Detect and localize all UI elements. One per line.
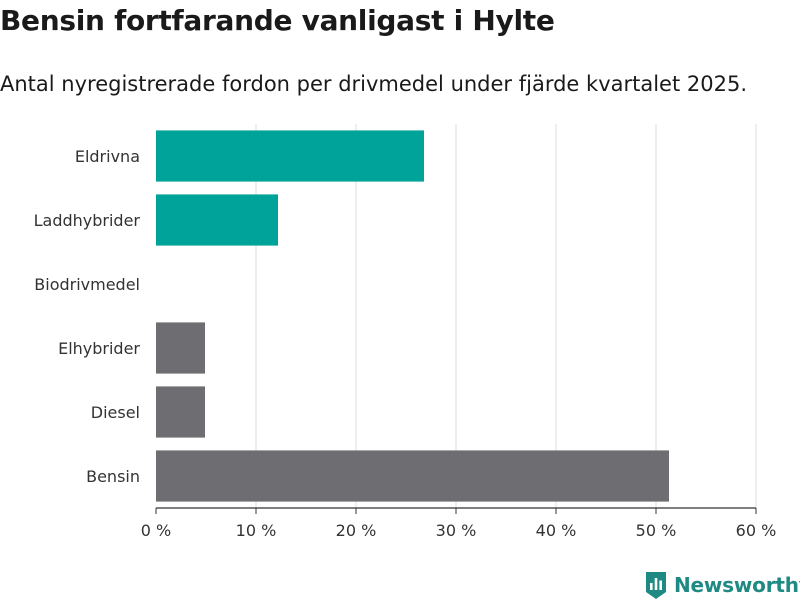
newsworthy-logo: Newsworthy xyxy=(644,570,800,600)
category-label: Diesel xyxy=(91,403,140,422)
category-label: Eldrivna xyxy=(75,147,140,166)
bar-chart: Eldrivna Laddhybrider Biodrivmedel Elhybrid… xyxy=(34,124,777,540)
bar xyxy=(156,450,669,502)
category-label: Elhybrider xyxy=(58,339,140,358)
bar xyxy=(156,130,424,182)
bar xyxy=(156,322,205,374)
x-tick-label: 60 % xyxy=(736,521,777,540)
category-label: Laddhybrider xyxy=(34,211,141,230)
x-tick-label: 40 % xyxy=(536,521,577,540)
x-tick-label: 0 % xyxy=(141,521,171,540)
bar xyxy=(156,194,278,246)
chart-title: Bensin fortfarande vanligast i Hylte xyxy=(0,4,555,37)
x-tick-label: 50 % xyxy=(636,521,677,540)
category-label: Biodrivmedel xyxy=(34,275,140,294)
newsworthy-logo-icon xyxy=(646,572,666,599)
chart-subtitle: Antal nyregistrerade fordon per drivmede… xyxy=(0,72,748,96)
x-tick-label: 10 % xyxy=(236,521,277,540)
category-label: Bensin xyxy=(86,467,140,486)
bar xyxy=(156,386,205,438)
x-tick-label: 20 % xyxy=(336,521,377,540)
x-tick-label: 30 % xyxy=(436,521,477,540)
newsworthy-logo-text: Newsworthy xyxy=(674,573,800,597)
